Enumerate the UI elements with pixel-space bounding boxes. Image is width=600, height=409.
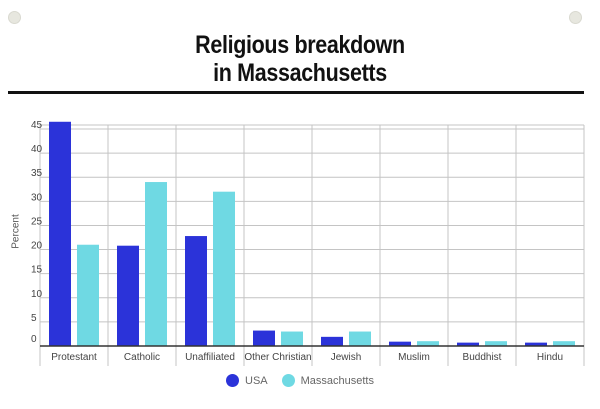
- legend: USA Massachusetts: [0, 374, 600, 387]
- bar-massachusetts-unaffiliated: [213, 191, 235, 346]
- x-tick-label: Buddhist: [463, 352, 502, 363]
- bar-usa-unaffiliated: [185, 236, 207, 346]
- pin-icon-left: [8, 11, 21, 24]
- chart-title: Religious breakdown in Massachusetts: [42, 31, 558, 87]
- x-tick-label: Protestant: [51, 352, 97, 363]
- chart-title-line-2: in Massachusetts: [213, 59, 387, 87]
- x-tick-label: Unaffiliated: [185, 352, 235, 363]
- legend-swatch-massachusetts: [281, 374, 295, 387]
- bar-usa-muslim: [389, 341, 411, 346]
- y-tick-label: 0: [31, 334, 37, 345]
- x-tick-label: Muslim: [398, 352, 430, 363]
- y-tick-label: 40: [31, 144, 43, 155]
- bar-usa-other-christian: [253, 330, 275, 346]
- x-tick-label: Catholic: [124, 352, 160, 363]
- bar-usa-protestant: [49, 121, 71, 347]
- bar-usa-catholic: [117, 245, 139, 346]
- x-tick-label: Other Christian: [244, 352, 311, 363]
- legend-label-massachusetts: Massachusetts: [300, 374, 374, 387]
- y-tick-label: 35: [31, 168, 43, 179]
- y-tick-label: 20: [31, 241, 43, 252]
- bar-massachusetts-catholic: [145, 182, 167, 346]
- bar-massachusetts-buddhist: [485, 341, 507, 346]
- legend-swatch-usa: [226, 374, 239, 387]
- x-tick-label: Hindu: [537, 352, 563, 363]
- y-tick-label: 25: [31, 216, 43, 227]
- y-tick-label: 5: [31, 313, 37, 324]
- pin-icon-right: [569, 11, 582, 24]
- y-tick-label: 30: [31, 192, 43, 203]
- y-tick-label: 45: [31, 120, 43, 131]
- y-tick-label: 15: [31, 265, 43, 276]
- bar-massachusetts-protestant: [77, 244, 99, 346]
- title-divider: [8, 91, 584, 94]
- bar-usa-buddhist: [457, 342, 479, 346]
- bar-massachusetts-other-christian: [281, 331, 303, 346]
- legend-label-usa: USA: [245, 374, 268, 387]
- x-tick-label: Jewish: [331, 352, 362, 363]
- y-tick-label: 10: [31, 289, 43, 300]
- bar-usa-hindu: [525, 342, 547, 346]
- bar-massachusetts-jewish: [349, 331, 371, 346]
- chart-title-line-1: Religious breakdown: [195, 31, 405, 59]
- bar-massachusetts-muslim: [417, 341, 439, 346]
- legend-item-massachusetts: Massachusetts: [281, 374, 374, 387]
- bar-usa-jewish: [321, 336, 343, 346]
- bar-massachusetts-hindu: [553, 341, 575, 346]
- legend-item-usa: USA: [226, 374, 268, 387]
